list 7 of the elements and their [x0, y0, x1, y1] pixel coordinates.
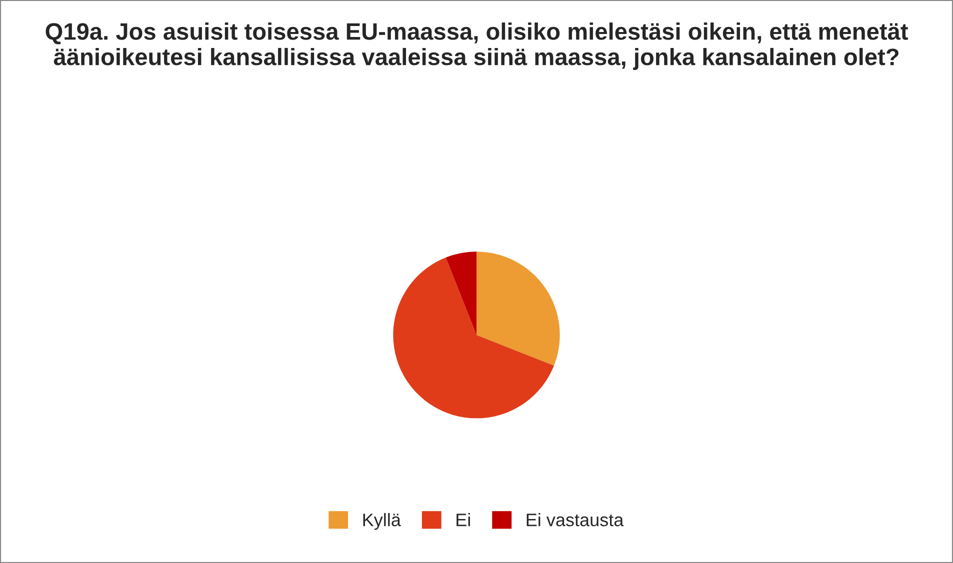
chart-title: Q19a. Jos asuisit toisessa EU-maassa, olisiko mielestäsi oikein, että menetät äänioikeutesi kansallisissa vaaleissa siinä maassa, jonka kansalainen olet? — [46, 22, 908, 70]
legend-label: Ei vastausta — [526, 513, 624, 526]
legend-label: Ei — [456, 513, 470, 526]
pie-slice — [393, 258, 554, 418]
legend-label: Kyllä — [363, 513, 401, 530]
pie-slice — [476, 252, 560, 366]
pie-slice — [446, 252, 476, 335]
